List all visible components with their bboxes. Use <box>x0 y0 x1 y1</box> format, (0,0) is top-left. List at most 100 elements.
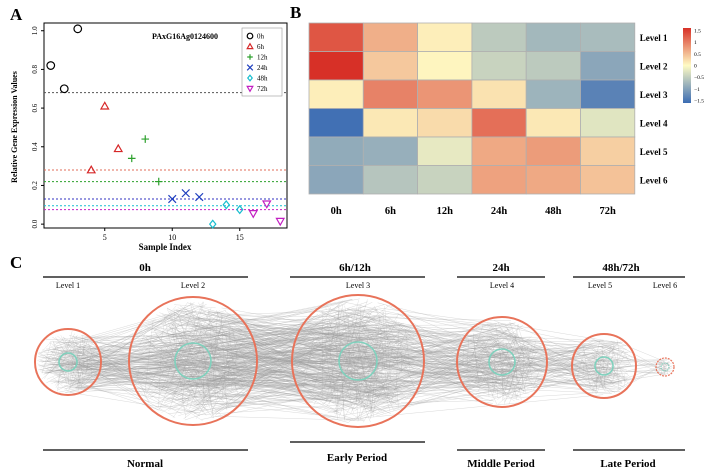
network-edge <box>395 360 414 378</box>
network-edge <box>37 363 73 382</box>
level-2-outer-circle <box>128 296 258 426</box>
point-48h <box>222 200 231 210</box>
panel-label-a: A <box>10 5 23 24</box>
network-edge <box>140 313 181 356</box>
network-edge <box>218 337 239 395</box>
network-edge <box>331 332 416 360</box>
point-72h <box>261 200 272 209</box>
point-48h <box>208 219 217 229</box>
network-edge <box>337 378 540 402</box>
network-edge <box>495 350 517 384</box>
network-edge <box>612 363 669 384</box>
network-edge <box>377 350 589 387</box>
network-edge <box>311 337 405 400</box>
network-edge <box>388 346 393 373</box>
point-0h <box>46 61 56 70</box>
network-edge <box>321 310 324 400</box>
y-tick-label: 0.8 <box>31 65 39 74</box>
network-edge <box>227 318 366 366</box>
network-edge <box>521 391 621 398</box>
network-edges <box>37 298 673 423</box>
network-edge <box>346 333 363 355</box>
network-edge <box>152 305 205 332</box>
panel-label-c: C <box>10 253 22 272</box>
network-edge <box>366 312 414 370</box>
network-edge <box>530 341 593 375</box>
network-edge <box>368 338 398 396</box>
network-edge <box>326 348 345 373</box>
network-edge <box>474 355 517 367</box>
network-edge <box>606 347 616 355</box>
x-tick-label: 5 <box>103 233 107 242</box>
heatmap-cell <box>362 51 418 81</box>
network-edge <box>598 379 625 387</box>
network-edge <box>602 343 620 354</box>
network-edge <box>499 351 505 405</box>
network-edge <box>591 376 599 391</box>
network-edge <box>584 356 630 366</box>
network-edge <box>604 375 610 382</box>
network-edge <box>515 335 523 381</box>
network-edge <box>184 310 208 348</box>
heatmap-cell <box>471 165 527 195</box>
network-edge <box>148 362 240 368</box>
heatmap-cell <box>580 108 636 138</box>
network-edge <box>48 368 54 374</box>
network-edge <box>492 377 496 394</box>
network-edge <box>161 315 220 389</box>
network-edge <box>499 328 509 337</box>
network-edge <box>206 336 248 391</box>
network-edge <box>328 318 354 414</box>
network-edge <box>519 375 531 378</box>
point-72h <box>275 217 286 227</box>
network-edge <box>185 345 200 349</box>
network-edge <box>228 365 386 397</box>
network-edge <box>355 360 412 420</box>
network-edge <box>590 340 618 344</box>
network-edge <box>138 316 180 335</box>
network-edge <box>591 346 621 382</box>
network-edge <box>196 392 212 399</box>
heatmap-cell <box>525 22 581 52</box>
network-edge <box>174 399 202 410</box>
network-edge <box>69 387 313 402</box>
network-edge <box>76 388 365 421</box>
network-edge <box>183 384 199 396</box>
network-edge <box>166 302 188 335</box>
network-edge <box>501 347 532 352</box>
heatmap-row-label: Level 6 <box>640 175 668 185</box>
network-edge <box>42 365 64 370</box>
network-edge <box>165 344 470 356</box>
network-edge <box>212 365 232 411</box>
network-edge <box>52 342 59 349</box>
colorbar-tick-label: 1 <box>694 40 697 46</box>
network-edge <box>324 373 328 388</box>
network-edge <box>169 317 229 363</box>
network-edge <box>211 327 222 353</box>
colorbar-tick-label: 0.5 <box>694 52 701 58</box>
network-edge <box>302 314 353 333</box>
network-edge <box>341 304 353 375</box>
network-edge <box>363 381 392 394</box>
network-edge <box>471 335 503 349</box>
network-edge <box>74 337 334 360</box>
network-edge <box>390 343 409 404</box>
network-edge <box>41 341 52 353</box>
network-edge <box>71 336 77 339</box>
network-edge <box>212 389 229 409</box>
network-edge <box>71 376 87 386</box>
network-edge <box>179 363 248 372</box>
network-edge <box>69 392 197 413</box>
heatmap-cell <box>471 79 527 109</box>
network-edge <box>473 354 506 394</box>
network-edge <box>50 340 71 342</box>
network-edge <box>50 351 182 414</box>
network-edge <box>63 336 81 376</box>
network-edge <box>357 323 401 326</box>
network-edge <box>332 353 361 374</box>
heatmap-cell <box>417 22 473 52</box>
network-edge <box>57 372 60 392</box>
network-edge <box>475 341 496 364</box>
heatmap-cell <box>471 22 527 52</box>
